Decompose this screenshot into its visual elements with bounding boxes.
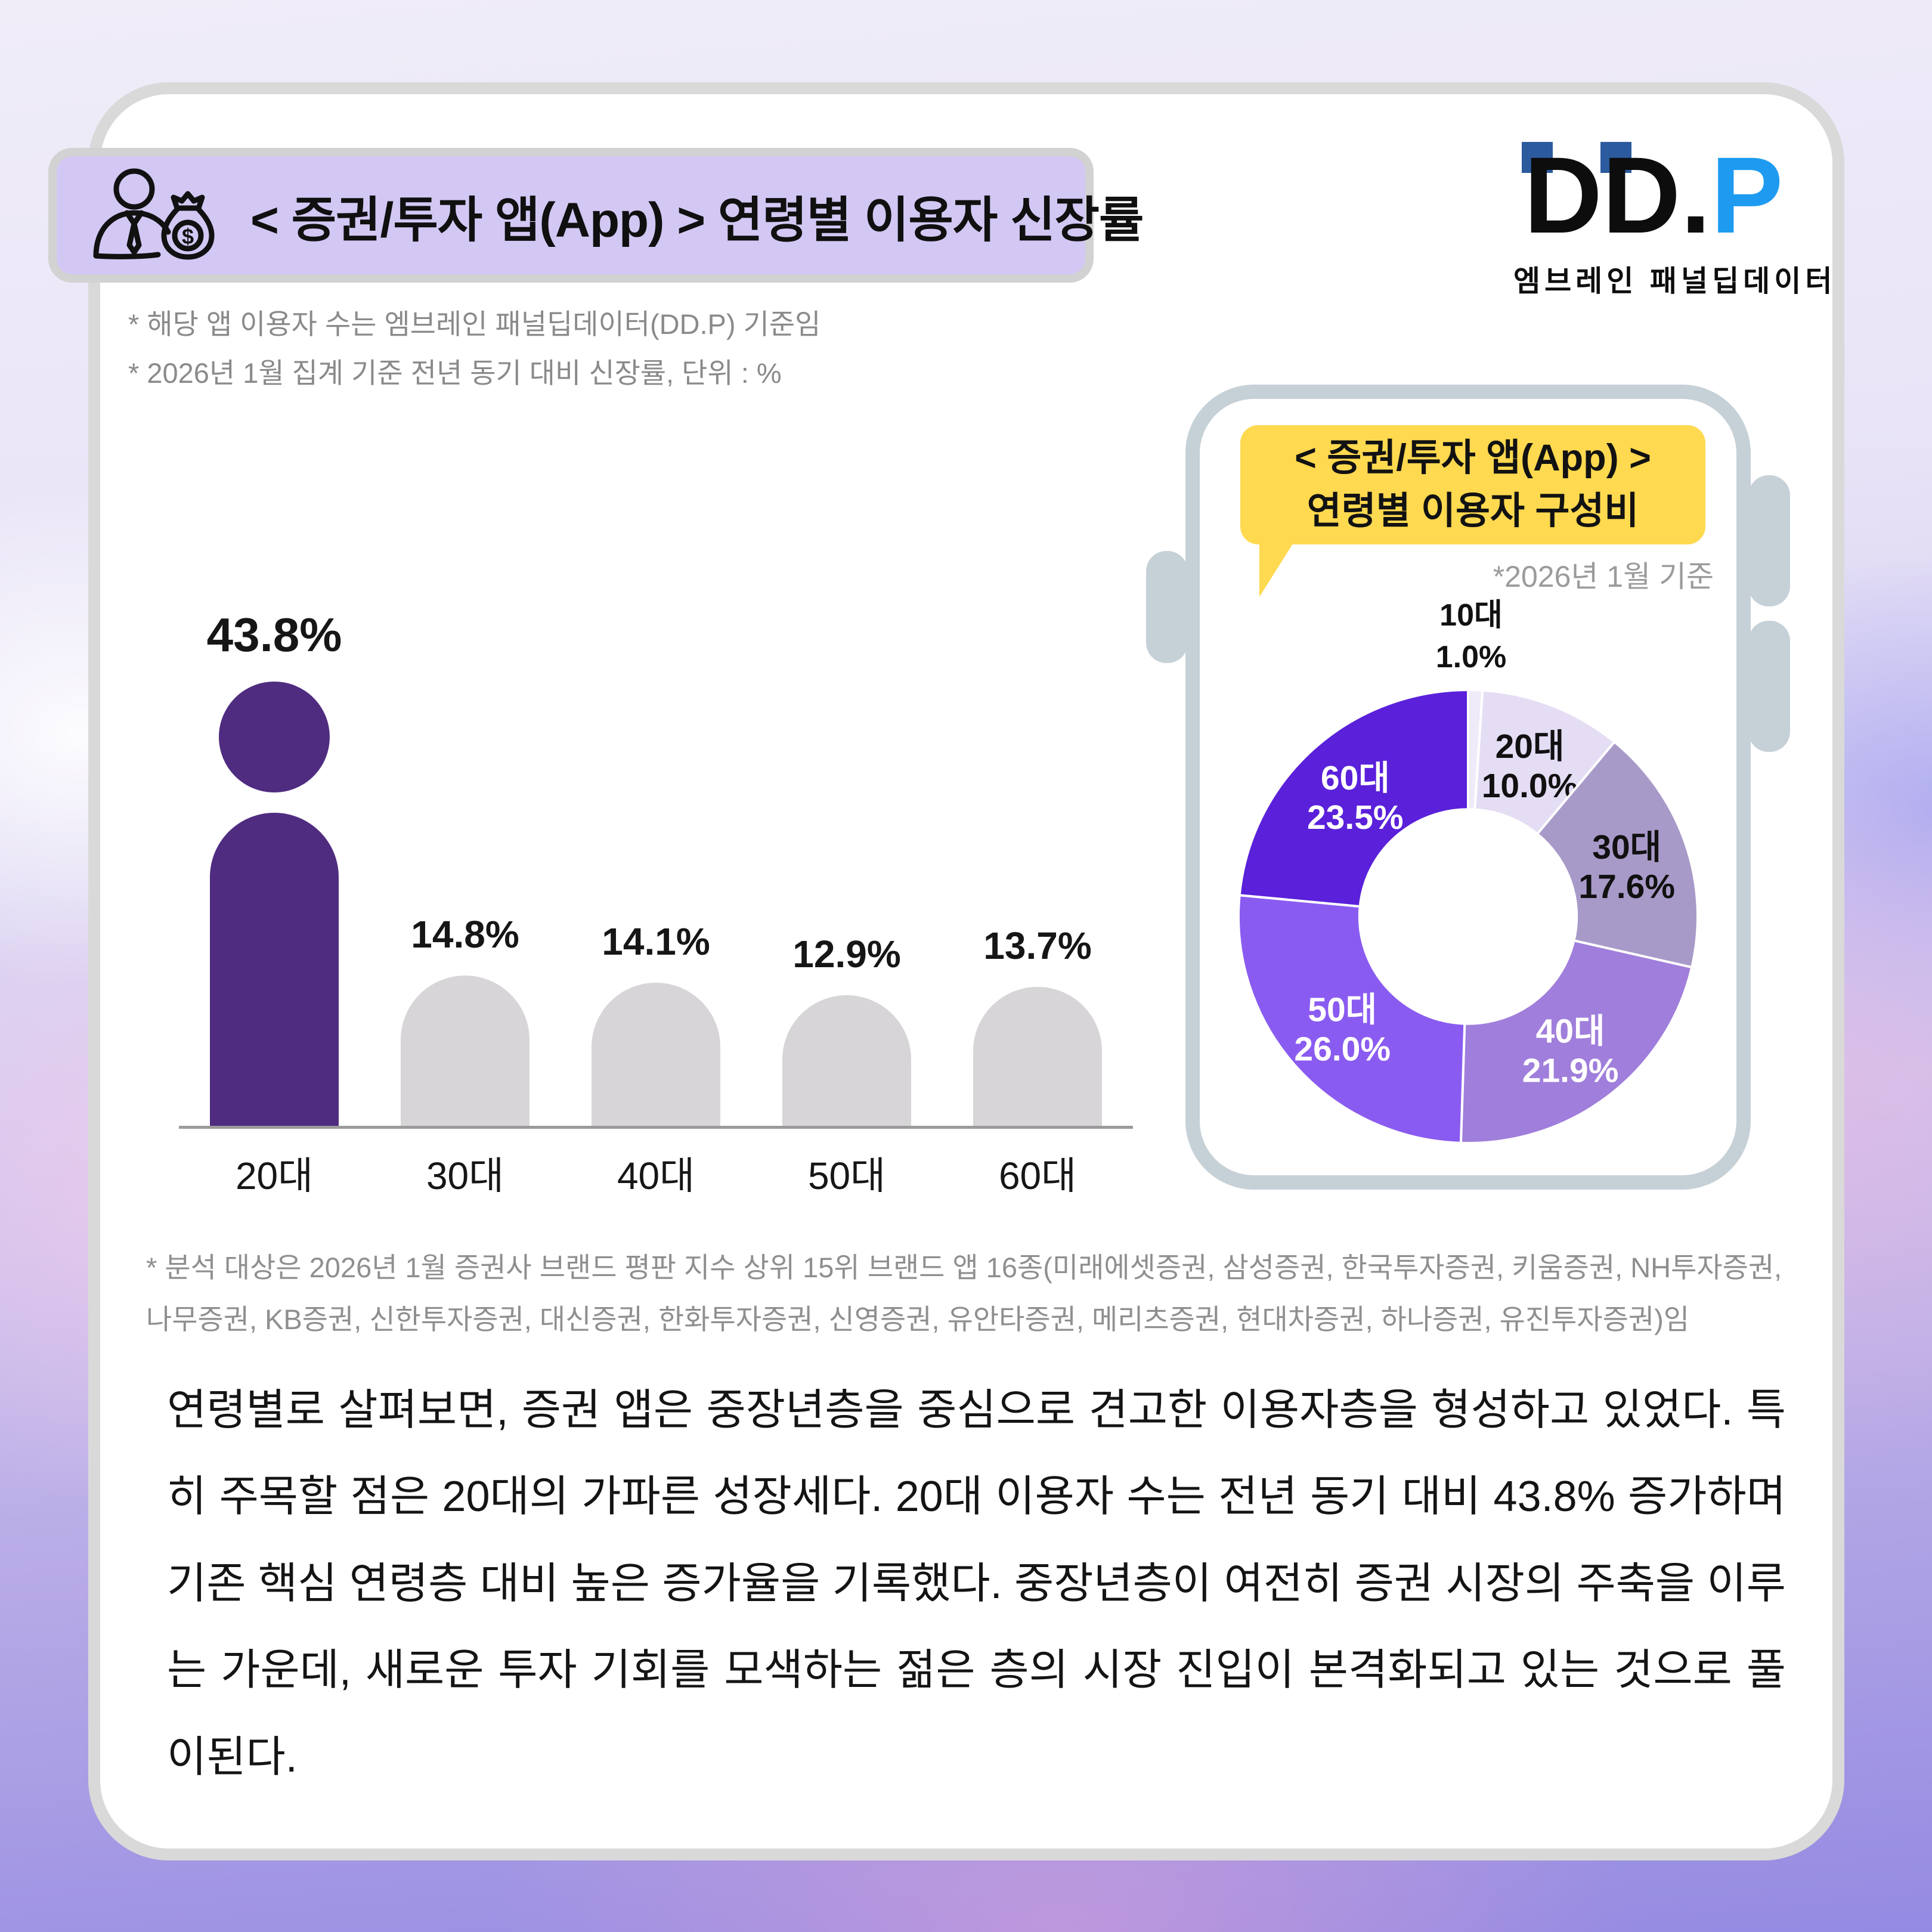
- bar-60대: 13.7%: [951, 924, 1124, 1126]
- footnote-line: * 해당 앱 이용자 수는 엠브레인 패널딥데이터(DD.P) 기준임: [128, 308, 821, 340]
- bar-shape: [592, 983, 720, 1126]
- donut-label-40대: 40대 21.9%: [1522, 1013, 1619, 1090]
- bar-20대: 43.8%: [188, 608, 361, 1126]
- bar-50대: 12.9%: [760, 932, 933, 1126]
- donut-label-30대: 30대 17.6%: [1578, 828, 1675, 906]
- header-band: $ < 증권/투자 앱(App) > 연령별 이용자 신장률: [57, 156, 1144, 274]
- logo-dot: .: [1680, 134, 1711, 256]
- person-body: [210, 813, 339, 1126]
- logo-navy-square: [1600, 142, 1631, 173]
- top-footnotes: * 해당 앱 이용자 수는 엠브레인 패널딥데이터(DD.P) 기준임 * 20…: [128, 300, 821, 398]
- businessman-moneybag-icon: $: [93, 168, 215, 259]
- analysis-footnote: * 분석 대상은 2026년 1월 증권사 브랜드 평판 지수 상위 15위 브…: [146, 1242, 1798, 1346]
- bar-category-label-40대: 40대: [617, 1154, 695, 1197]
- donut-slice-60대: [1238, 689, 1469, 908]
- donut-date-note: *2026년 1월 기준: [1493, 560, 1714, 593]
- donut-outside-label-name: 10대: [1439, 598, 1503, 633]
- donut-title-bubble: < 증권/투자 앱(App) > 연령별 이용자 구성비: [1240, 425, 1705, 544]
- donut-slice-50대: [1237, 894, 1466, 1144]
- bar-40대: 14.1%: [569, 919, 742, 1126]
- bar-30대: 14.8%: [379, 912, 552, 1126]
- donut-outside-label-value: 1.0%: [1435, 640, 1507, 675]
- bubble-tail: [1259, 542, 1294, 597]
- bar-category-label-30대: 30대: [426, 1154, 504, 1197]
- donut-label-20대: 20대 10.0%: [1482, 727, 1578, 805]
- logo-tagline: 엠브레인 패널딥데이터: [1513, 265, 1837, 298]
- phone-side-button: [1748, 621, 1790, 752]
- ddp-logo: DD.P 엠브레인 패널딥데이터: [1513, 141, 1837, 300]
- bubble-line2: 연령별 이용자 구성비: [1306, 490, 1639, 532]
- logo-p: P: [1711, 134, 1784, 256]
- bar-plot-area: 43.8% 14.8% 14.1% 12.9% 13.7%: [179, 571, 1133, 1129]
- phone-side-button: [1146, 551, 1188, 663]
- age-composition-donut: 20대 10.0%30대 17.6% 40대 21.9% 50대 26.0% 60대 23.5%: [1237, 688, 1699, 1144]
- bar-category-label-50대: 50대: [807, 1154, 886, 1197]
- page-title: < 증권/투자 앱(App) > 연령별 이용자 신장률: [250, 193, 1144, 247]
- bar-shape: [782, 995, 911, 1126]
- donut-slice-40대: [1459, 939, 1693, 1144]
- bar-shape: [401, 976, 530, 1126]
- growth-bar-chart: 43.8% 14.8% 14.1% 12.9% 13.7% 20대 30대 40대 50대 60…: [179, 571, 1133, 1200]
- logo-dd: DD: [1524, 134, 1681, 256]
- bar-value-label: 14.1%: [602, 920, 710, 963]
- donut-slice-30대: [1536, 741, 1699, 969]
- donut-outside-label-10s: 10대 1.0%: [1436, 595, 1507, 678]
- bar-value-label: 14.8%: [411, 913, 519, 956]
- donut-label-50대: 50대 26.0%: [1294, 990, 1391, 1068]
- footnote-line: * 분석 대상은 2026년 1월 증권사 브랜드 평판 지수 상위 15위 브…: [146, 1252, 1782, 1283]
- footnote-line: 나무증권, KB증권, 신한투자증권, 대신증권, 한화투자증권, 신영증권, …: [146, 1303, 1689, 1335]
- person-head: [219, 682, 330, 792]
- content-card: $ < 증권/투자 앱(App) > 연령별 이용자 신장률 DD.P 엠브레인…: [57, 94, 1837, 1849]
- svg-text:$: $: [182, 224, 194, 249]
- bar-category-labels: 20대 30대 40대 50대 60대: [179, 1145, 1133, 1200]
- bar-category-label-20대: 20대: [235, 1154, 314, 1197]
- bar-value-label: 43.8%: [206, 608, 342, 661]
- phone-frame: < 증권/투자 앱(App) > 연령별 이용자 구성비 *2026년 1월 기…: [1146, 385, 1790, 1190]
- bar-category-label-60대: 60대: [998, 1154, 1077, 1197]
- phone-side-button: [1748, 475, 1790, 606]
- donut-label-60대: 60대 23.5%: [1307, 759, 1404, 837]
- logo-navy-square: [1521, 142, 1553, 173]
- footnote-line: * 2026년 1월 집계 기준 전년 동기 대비 신장률, 단위 : %: [128, 357, 782, 389]
- bar-value-label: 12.9%: [792, 933, 901, 976]
- bar-value-label: 13.7%: [983, 924, 1092, 967]
- bubble-line1: < 증권/투자 앱(App) >: [1295, 436, 1651, 479]
- analysis-paragraph: 연령별로 살펴보면, 증권 앱은 중장년층을 중심으로 견고한 이용자층을 형성…: [167, 1386, 1786, 1781]
- bar-shape: [973, 987, 1102, 1126]
